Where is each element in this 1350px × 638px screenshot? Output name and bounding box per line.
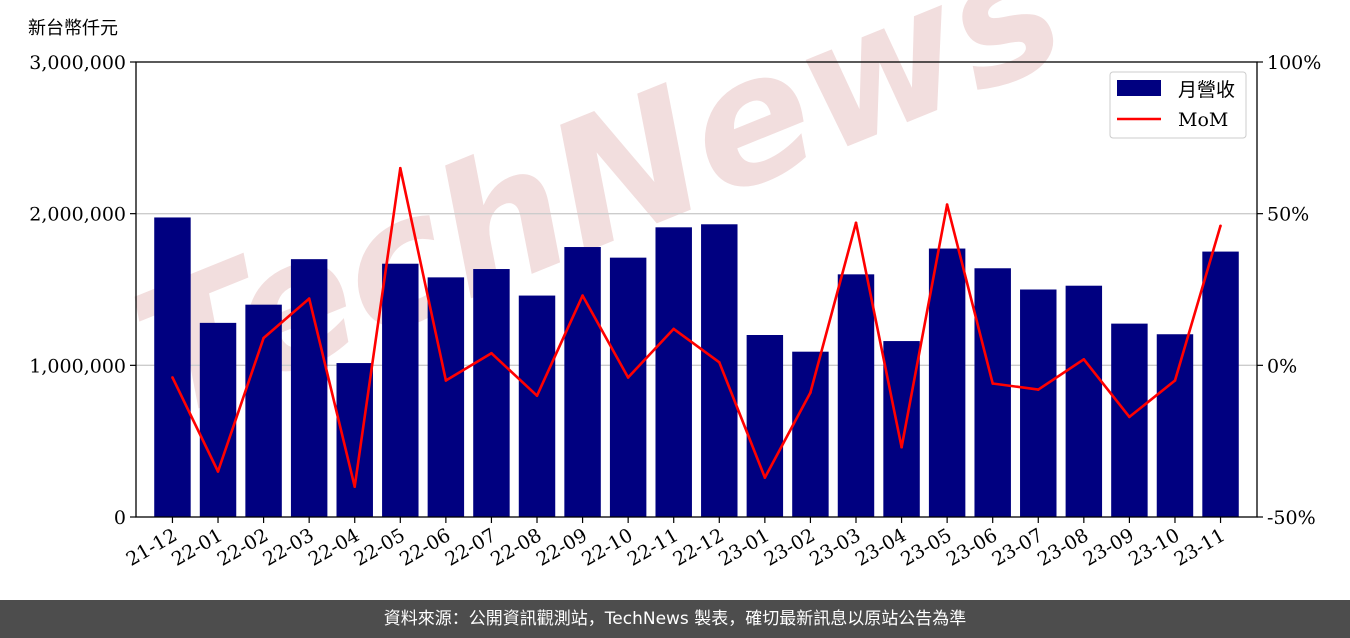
x-tick-label: 22-07: [441, 524, 499, 570]
x-tick-label: 22-08: [487, 524, 545, 570]
x-tick-label: 22-01: [168, 524, 226, 570]
x-tick-label: 22-06: [396, 524, 454, 570]
bar-23-06: [974, 268, 1011, 517]
mom-point-23-03: [854, 221, 858, 225]
x-tick-label: 23-07: [988, 524, 1046, 570]
source-footer: 資料來源：公開資訊觀測站，TechNews 製表，確切最新訊息以原站公告為準: [0, 600, 1350, 638]
y-unit-label: 新台幣仟元: [28, 18, 118, 39]
y-left-tick-label: 3,000,000: [29, 52, 126, 74]
x-tick-label: 23-03: [806, 524, 864, 570]
mom-point-23-07: [1036, 388, 1040, 391]
x-tick-label: 22-05: [350, 524, 408, 570]
mom-point-22-12: [717, 361, 721, 364]
x-tick-label: 23-01: [715, 524, 773, 570]
bar-23-05: [928, 248, 966, 518]
mom-point-22-04: [353, 485, 357, 488]
legend-label-revenue: 月營收: [1178, 79, 1235, 101]
legend-label-mom: MoM: [1178, 109, 1228, 131]
mom-point-21-12: [171, 376, 174, 379]
x-tick-label: 23-06: [943, 524, 1001, 570]
bars-layer: [154, 217, 1239, 518]
bar-22-06: [427, 277, 465, 517]
bar-22-11: [655, 227, 692, 518]
revenue-chart: TechNews 01,000,0002,000,0003,000,000-50…: [29, 0, 1321, 571]
x-tick-label: 21-12: [123, 524, 181, 570]
mom-point-23-05: [945, 203, 949, 206]
x-tick-label: 23-02: [760, 524, 818, 570]
y-right-tick-label: -50%: [1267, 507, 1316, 529]
bar-23-08: [1065, 285, 1103, 517]
x-tick-label: 22-11: [624, 524, 682, 570]
mom-point-22-05: [399, 166, 402, 170]
mom-point-22-02: [262, 336, 265, 340]
bar-23-09: [1111, 323, 1148, 517]
bar-23-03: [837, 274, 875, 517]
bar-22-12: [701, 224, 738, 518]
x-tick-label: 22-12: [669, 524, 727, 570]
bar-22-10: [609, 257, 647, 517]
bar-23-01: [746, 335, 784, 517]
x-tick-label: 22-03: [259, 524, 317, 570]
mom-point-23-01: [763, 476, 767, 479]
x-tick-label: 23-04: [852, 524, 910, 570]
mom-point-23-06: [991, 382, 994, 385]
x-tick-label: 22-10: [578, 524, 636, 570]
mom-point-22-08: [535, 394, 539, 397]
mom-series-line: [171, 166, 1222, 489]
mom-point-22-01: [216, 470, 220, 473]
y-right-tick-label: 0%: [1267, 355, 1297, 377]
y-right-tick-label: 100%: [1267, 52, 1321, 74]
x-tick-label: 23-09: [1079, 524, 1137, 570]
x-tick-label: 23-10: [1125, 524, 1183, 570]
y-right-tick-label: 50%: [1267, 204, 1309, 226]
y-left-tick-label: 0: [114, 507, 126, 529]
bar-23-02: [792, 351, 829, 517]
x-tick-label: 22-09: [533, 524, 591, 570]
legend-swatch-bar: [1117, 80, 1161, 96]
bar-22-09: [564, 247, 601, 518]
mom-point-22-11: [672, 327, 676, 331]
bar-22-01: [199, 322, 237, 517]
bar-22-07: [473, 269, 510, 517]
mom-line-layer: [171, 166, 1222, 489]
y-left-tick-label: 1,000,000: [29, 355, 126, 377]
bar-22-08: [518, 295, 556, 517]
x-tick-label: 23-11: [1171, 524, 1229, 570]
x-tick-label: 23-05: [897, 524, 955, 570]
mom-point-23-10: [1173, 379, 1177, 382]
bar-22-04: [336, 363, 373, 517]
y-left-tick-label: 2,000,000: [29, 204, 126, 226]
mom-point-22-07: [490, 351, 493, 355]
bar-23-11: [1202, 251, 1239, 518]
mom-point-23-02: [809, 391, 812, 394]
bar-21-12: [154, 217, 191, 518]
x-tick-label: 22-02: [214, 524, 272, 570]
mom-point-23-08: [1082, 357, 1086, 361]
mom-point-23-09: [1128, 415, 1131, 419]
mom-point-22-09: [581, 294, 584, 297]
mom-point-22-06: [444, 379, 448, 382]
x-tick-label: 22-04: [305, 524, 363, 570]
mom-point-23-11: [1219, 224, 1222, 228]
bar-23-07: [1020, 289, 1057, 517]
bar-22-05: [382, 263, 419, 517]
bar-23-10: [1156, 334, 1194, 517]
mom-point-23-04: [900, 445, 903, 449]
x-tick-label: 23-08: [1034, 524, 1092, 570]
plot-frame: [135, 61, 1258, 518]
mom-point-22-10: [626, 376, 630, 379]
bar-23-04: [883, 341, 920, 517]
legend-layer: 月營收 MoM: [1109, 71, 1247, 139]
mom-point-22-03: [307, 297, 311, 300]
